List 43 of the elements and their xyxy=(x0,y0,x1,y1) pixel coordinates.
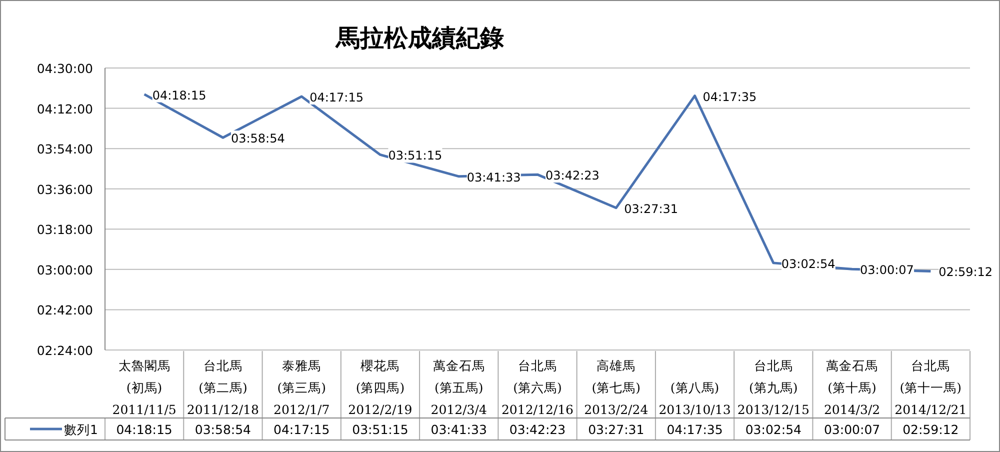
text: 03:58:54 xyxy=(230,132,285,146)
y-tick-label: 03:18:00 xyxy=(36,222,94,238)
y-tick-label: 02:24:00 xyxy=(36,343,94,358)
data-label: 02:59:12 xyxy=(902,422,959,437)
data-label: 04:17:35 xyxy=(666,422,723,437)
y-tick-label: 04:30:00 xyxy=(36,61,94,76)
data-label: 03:41:33 xyxy=(430,422,487,437)
data-label: 03:51:15 xyxy=(352,422,408,437)
data-label: 03:00:07 xyxy=(824,422,880,437)
y-tick-label: 04:12:00 xyxy=(36,101,94,116)
text: 03:51:15 xyxy=(388,148,442,163)
text: 03:42:23 xyxy=(546,168,600,183)
x-tick-label: 台北馬 (第十一馬) 2014/12/21 xyxy=(894,358,967,417)
chart-title: 馬拉松成績紀錄 xyxy=(335,23,504,52)
x-tick-label: 太魯閣馬 (初馬) 2011/11/5 xyxy=(112,358,176,417)
text: 03:41:33 xyxy=(466,170,521,184)
x-tick-label: 台北馬 (第九馬) 2013/12/15 xyxy=(737,358,810,417)
x-tick-label: (第八馬) 2013/10/13 xyxy=(658,380,731,417)
data-label: 03:58:54 xyxy=(194,422,252,437)
text: 02:59:12 xyxy=(938,265,993,280)
data-label: 03:02:54 xyxy=(745,422,802,437)
text: 03:27:31 xyxy=(624,202,678,216)
x-tick-label: 萬金石馬 (第五馬) 2012/3/4 xyxy=(430,358,487,417)
y-tick-label: 03:54:00 xyxy=(36,142,94,157)
data-label: 04:18:15 xyxy=(116,422,172,437)
x-tick-label: 泰雅馬 (第三馬) 2012/1/7 xyxy=(274,358,330,417)
y-tick-label: 02:42:00 xyxy=(36,302,94,318)
x-tick-label: 高雄馬 (第七馬) 2013/2/24 xyxy=(584,358,648,417)
text: 04:17:15 xyxy=(310,90,364,105)
x-tick-label: 台北馬 (第二馬) 2011/12/18 xyxy=(186,358,260,417)
x-tick-label: 櫻花馬 (第四馬) 2012/2/19 xyxy=(348,358,412,417)
data-label: 03:42:23 xyxy=(509,422,566,437)
data-label: 04:17:15 xyxy=(274,422,330,437)
text: 04:17:35 xyxy=(702,90,757,104)
x-tick-label: 台北馬 (第六馬) 2012/12/16 xyxy=(501,358,574,417)
data-label: 03:27:31 xyxy=(588,422,644,437)
y-tick-label: 03:36:00 xyxy=(36,182,94,197)
text: 03:02:54 xyxy=(781,256,836,271)
text: 03:00:07 xyxy=(860,263,914,278)
legend-label: 數列1 xyxy=(64,422,98,437)
text: 04:18:15 xyxy=(152,88,206,102)
x-tick-label: 萬金石馬 (第十馬) 2014/3/2 xyxy=(824,358,880,417)
y-tick-label: 03:00:00 xyxy=(36,262,94,278)
